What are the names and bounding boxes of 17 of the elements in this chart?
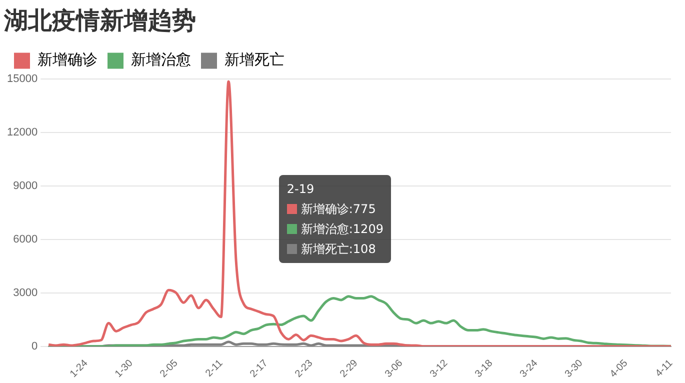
chart-title: 湖北疫情新增趋势 [3,6,196,35]
x-tick-label: 2-11 [204,358,226,380]
legend-label: 新增死亡 [224,50,284,69]
legend-label: 新增治愈 [131,50,191,69]
annotation: 新增治愈:1209 [300,222,384,236]
y-tick-label: 6000 [13,233,38,246]
annotation: 新增确诊:775 [300,202,376,216]
y-tick-label: 9000 [13,180,38,192]
y-tick-label: 15000 [6,72,38,85]
annotation: 新增死亡:108 [300,242,376,256]
x-tick-label: 4-11 [654,358,676,380]
annotation: 2-19 [286,182,314,196]
y-tick-label: 3000 [13,286,38,299]
y-tick-label: 12000 [6,126,38,138]
legend-label: 新增确诊 [38,50,98,69]
y-tick-label: 0 [31,340,38,352]
x-tick-label: 4-05 [608,358,630,380]
